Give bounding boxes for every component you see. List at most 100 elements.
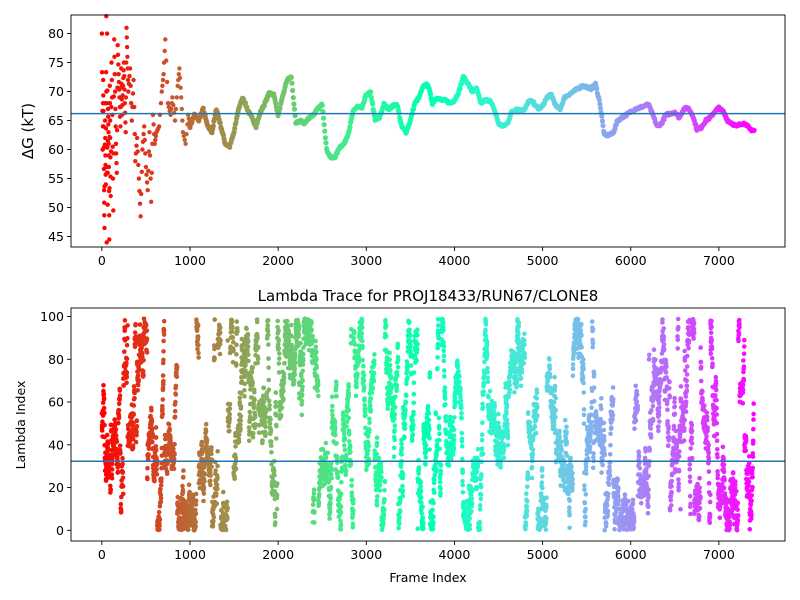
lambda-point [512,390,517,395]
lambda-point [193,524,198,529]
delta-g-point [178,85,183,90]
lambda-point [434,442,440,448]
lambda-point [368,409,374,414]
lambda-point [103,478,109,483]
lambda-point [532,424,538,430]
lambda-point [215,463,220,469]
delta-g-point [322,135,328,141]
lambda-point [173,399,178,405]
lambda-point [372,352,377,357]
lambda-point [410,432,416,437]
lambda-point [581,407,587,412]
delta-g-point [101,93,106,98]
lambda-point [227,406,233,412]
lambda-point [274,436,279,441]
lambda-point [407,319,412,325]
lambda-point [441,368,447,373]
lambda-point [355,371,360,376]
lambda-point [281,381,287,386]
lambda-point [395,373,400,378]
lambda-point [381,513,387,518]
delta-g-point [107,237,112,242]
lambda-point [400,483,405,489]
delta-g-point [290,95,296,101]
lambda-point [524,508,530,514]
lambda-point [144,336,150,342]
lambda-point [346,415,352,421]
lambda-point [288,322,294,328]
lambda-point [152,478,157,484]
lambda-point [342,436,348,442]
delta-g-point [114,170,120,175]
delta-g-point [182,137,187,143]
lambda-point [360,357,366,363]
delta-g-point [130,91,136,96]
delta-g-point [111,94,117,99]
lambda-point [356,355,362,361]
delta-g-point [124,44,130,50]
lambda-point [498,465,504,470]
delta-g-point [165,101,171,106]
lambda-point [381,507,387,513]
lambda-point [173,392,179,397]
lambda-point [327,509,333,515]
lambda-point [250,365,255,370]
lambda-point [172,415,178,420]
lambda-point [530,447,536,452]
lambda-point [352,342,358,347]
lambda-point [149,426,155,432]
delta-g-point [160,83,165,89]
lambda-point [478,484,484,490]
lambda-point [277,351,282,356]
lambda-point [109,467,115,472]
delta-g-point [153,133,159,139]
lambda-point [333,432,338,438]
delta-g-point [123,95,129,100]
lambda-point [311,496,317,501]
lambda-point [389,374,394,380]
lambda-point [118,450,123,456]
delta-g-point [109,77,115,83]
lambda-point [418,495,424,501]
lambda-point [212,356,217,362]
delta-g-point [113,106,118,112]
delta-g-point [103,153,108,158]
lambda-point [193,502,199,507]
lambda-point [459,410,464,416]
lambda-point [227,417,232,422]
lambda-point [339,480,344,485]
lambda-point [480,451,486,457]
delta-g-point [110,176,116,181]
delta-g-point [106,164,112,170]
lambda-point [408,363,414,368]
delta-g-point [152,141,157,146]
lambda-point [346,407,352,413]
lambda-point [411,422,416,428]
lambda-point [570,366,576,372]
lambda-point [115,469,121,475]
lambda-point [575,316,581,322]
lambda-point [477,503,483,508]
x-tick-label: 3000 [350,253,382,268]
lambda-point [450,452,456,457]
lambda-point [481,389,487,394]
lambda-point [395,341,401,347]
lambda-point [405,375,410,381]
lambda-point [552,383,558,389]
delta-g-point [180,118,185,123]
delta-g-point [106,141,111,146]
lambda-point [383,333,389,339]
lambda-point [208,478,213,484]
lambda-point [263,424,268,430]
delta-g-point [134,135,140,141]
delta-g-point [105,202,110,207]
lambda-point [395,364,401,370]
lambda-point [267,421,273,427]
lambda-point [363,406,368,412]
delta-g-point [112,37,117,42]
delta-g-point [102,142,108,147]
lambda-point [411,370,417,375]
lambda-point [230,325,235,331]
lambda-point [149,408,154,413]
delta-g-point [370,101,376,107]
